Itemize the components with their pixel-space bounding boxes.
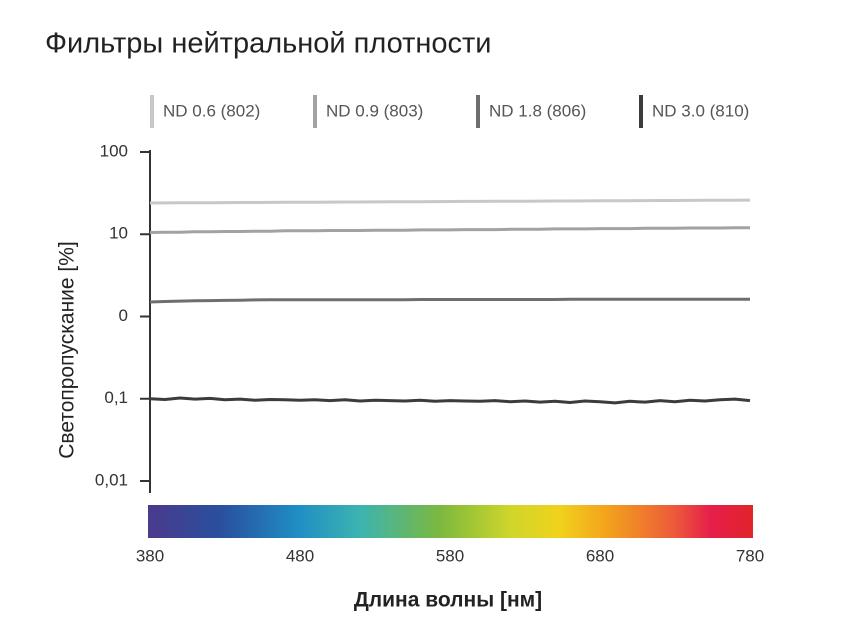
x-tick-label: 680 [586,546,614,565]
legend-label: ND 3.0 (810) [652,101,749,120]
spectrum-bar [148,505,753,538]
legend-label: ND 0.6 (802) [163,101,260,120]
y-tick-label: 0 [119,306,128,325]
x-tick-label: 780 [736,546,764,565]
legend-label: ND 0.9 (803) [326,101,423,120]
series-line [149,226,750,234]
y-tick-label: 0,1 [104,388,128,407]
series-line [149,396,751,405]
chart-title: Фильтры нейтральной плотности [45,28,491,60]
y-axis-label: Светопропускание [%] [56,241,79,459]
series-line [149,297,750,304]
x-tick-label: 480 [286,546,314,565]
y-tick-label: 100 [100,141,128,160]
y-tick-label: 0,01 [95,470,128,489]
y-tick-label: 10 [109,224,128,243]
series-line [149,198,751,205]
x-axis-label: Длина волны [нм] [354,589,542,612]
x-tick-label: 580 [436,546,464,565]
legend-label: ND 1.8 (806) [489,101,586,120]
x-tick-label: 380 [136,546,164,565]
